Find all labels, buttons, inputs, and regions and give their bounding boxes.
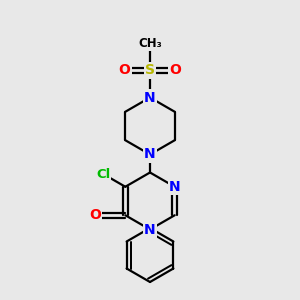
- Text: N: N: [144, 223, 156, 236]
- Text: N: N: [144, 148, 156, 161]
- Text: CH₃: CH₃: [138, 37, 162, 50]
- Text: S: S: [145, 64, 155, 77]
- Text: O: O: [118, 64, 130, 77]
- Text: N: N: [169, 180, 181, 194]
- Text: O: O: [169, 64, 181, 77]
- Text: N: N: [144, 91, 156, 104]
- Text: O: O: [89, 208, 101, 222]
- Text: Cl: Cl: [96, 167, 110, 181]
